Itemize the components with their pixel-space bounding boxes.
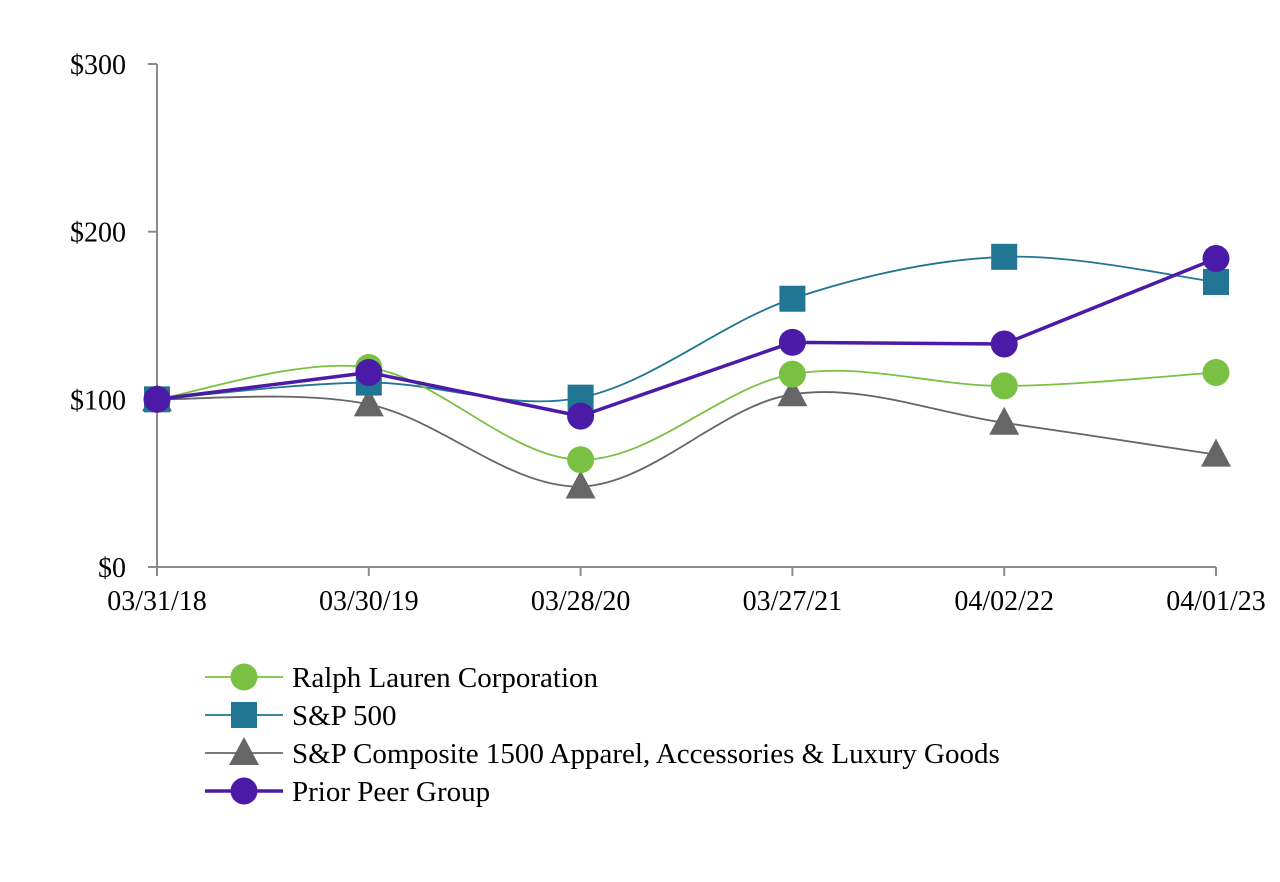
data-point — [778, 328, 806, 356]
legend-swatch-marker — [230, 777, 258, 805]
data-point — [353, 388, 384, 417]
series-line — [156, 256, 1217, 418]
series-prior-peer-group — [143, 244, 1230, 430]
legend-item: S&P Composite 1500 Apparel, Accessories … — [205, 737, 1000, 770]
data-point — [990, 372, 1018, 400]
legend-label: S&P 500 — [292, 700, 397, 732]
chart-legend: Ralph Lauren Corporation S&P 500 S&P Compo… — [205, 662, 1000, 808]
chart-series — [142, 243, 1231, 499]
x-tick-label: 04/02/22 — [954, 586, 1054, 617]
data-point — [567, 446, 595, 474]
series-s-p-500 — [144, 243, 1229, 413]
series-ralph-lauren-corporation — [143, 353, 1230, 474]
series-line — [156, 391, 1217, 488]
chart-axes: $0 $100 $200 $300 03/31/18 03/30/19 03/28/20 03… — [70, 50, 1266, 617]
data-point — [1202, 244, 1230, 272]
x-tick-label: 03/31/18 — [107, 586, 207, 617]
series-line — [156, 255, 1217, 403]
legend-swatch-marker — [230, 663, 258, 691]
legend-label: S&P Composite 1500 Apparel, Accessories … — [292, 738, 1000, 770]
series-s-p-composite-1500-apparel-accessories-luxury-goods — [142, 378, 1231, 499]
data-point — [355, 359, 383, 387]
data-point — [778, 360, 806, 388]
legend-item: Prior Peer Group — [205, 776, 490, 808]
data-point — [143, 385, 171, 413]
legend-item: Ralph Lauren Corporation — [205, 662, 599, 694]
y-tick-label: $200 — [70, 218, 126, 249]
data-point — [567, 402, 595, 430]
x-tick-label: 03/28/20 — [531, 586, 631, 617]
data-point — [989, 406, 1020, 435]
legend-item: S&P 500 — [205, 700, 397, 732]
data-point — [990, 330, 1018, 358]
data-point — [779, 285, 806, 312]
legend-label: Prior Peer Group — [292, 776, 490, 808]
legend-swatch-marker — [231, 702, 257, 728]
series-line — [156, 364, 1217, 461]
y-tick-label: $0 — [98, 553, 126, 584]
data-point — [565, 470, 596, 499]
data-point — [1203, 268, 1229, 295]
x-tick-label: 04/01/23 — [1166, 586, 1266, 617]
y-tick-label: $300 — [70, 50, 126, 81]
legend-swatch-marker — [229, 737, 259, 765]
y-tick-label: $100 — [70, 385, 126, 416]
data-point — [1201, 438, 1231, 467]
data-point — [1202, 359, 1230, 387]
data-point — [777, 378, 808, 407]
x-tick-label: 03/30/19 — [319, 586, 419, 617]
legend-label: Ralph Lauren Corporation — [292, 662, 599, 694]
data-point — [991, 243, 1018, 270]
x-tick-label: 03/27/21 — [743, 586, 843, 617]
